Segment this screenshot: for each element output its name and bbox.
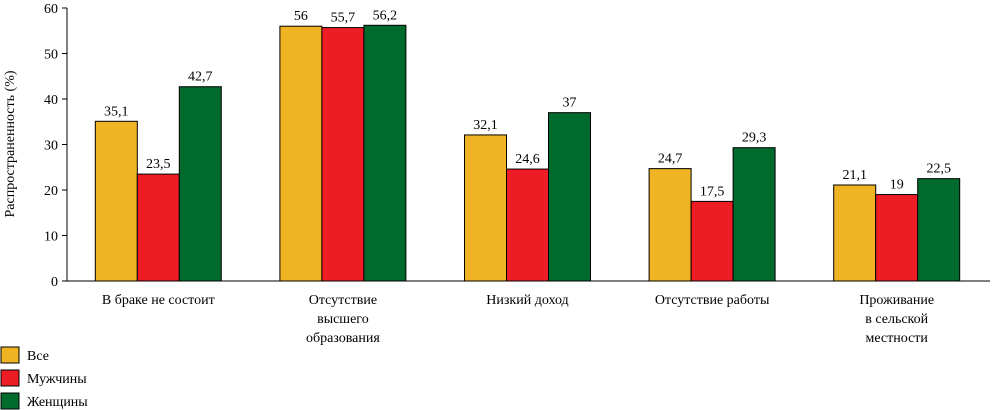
data-label: 17,5	[700, 184, 725, 199]
legend-swatch	[0, 369, 20, 387]
bar	[94, 120, 138, 282]
legend: Все Мужчины Женщины	[0, 346, 88, 410]
y-tick-label: 60	[44, 2, 58, 17]
data-label: 56	[294, 9, 308, 24]
y-tick-label: 0	[51, 275, 58, 290]
y-tick-label: 10	[44, 230, 58, 245]
y-axis-ticks: 0 10 20 30 40 50 60	[44, 2, 67, 290]
bar	[875, 194, 919, 282]
legend-label: Женщины	[27, 395, 88, 410]
bar	[136, 173, 180, 282]
data-labels: 35,1 23,5 42,7 56 55,7 56,2 32,1 24,6 37 24,7 17,5…	[104, 8, 951, 199]
y-tick-label: 20	[44, 184, 58, 199]
y-axis-title: Распространенность (%)	[3, 70, 18, 217]
bar	[548, 112, 591, 282]
data-label: 56,2	[373, 8, 398, 23]
bar	[178, 86, 222, 282]
bar	[648, 168, 692, 282]
data-label: 21,1	[842, 168, 867, 183]
bar	[732, 147, 776, 282]
bar	[279, 25, 323, 282]
category-label: Низкий доход	[486, 293, 568, 308]
category-label: В браке не состоит	[102, 293, 215, 308]
data-label: 29,3	[742, 131, 767, 146]
y-tick-label: 30	[44, 139, 58, 154]
legend-label: Мужчины	[27, 372, 87, 387]
bar	[917, 178, 961, 282]
y-tick-label: 40	[44, 93, 58, 108]
data-label: 55,7	[331, 11, 356, 26]
category-label: Отсутствие работы	[655, 293, 770, 308]
bar	[506, 168, 549, 282]
data-label: 42,7	[188, 70, 213, 85]
legend-label: Все	[27, 349, 49, 364]
legend-swatch	[0, 392, 20, 410]
data-label: 23,5	[146, 157, 171, 172]
category-labels: В браке не состоит Отсутствие высшего образ…	[102, 293, 934, 346]
bar	[464, 134, 507, 282]
data-label: 32,1	[473, 118, 498, 133]
category-label: Отсутствие высшего образования	[306, 293, 380, 346]
category-label: Проживание в сельской местности	[859, 293, 934, 346]
bar	[321, 27, 365, 282]
bar	[833, 184, 877, 282]
data-label: 22,5	[926, 162, 951, 177]
y-tick-label: 50	[44, 48, 58, 63]
data-label: 24,7	[658, 152, 683, 167]
bar	[363, 24, 407, 282]
data-label: 19	[890, 178, 904, 193]
bars	[94, 24, 961, 282]
data-label: 24,6	[515, 152, 540, 167]
data-label: 35,1	[104, 104, 129, 119]
data-label: 37	[563, 96, 577, 111]
legend-swatch	[0, 346, 20, 364]
bar	[690, 200, 734, 282]
